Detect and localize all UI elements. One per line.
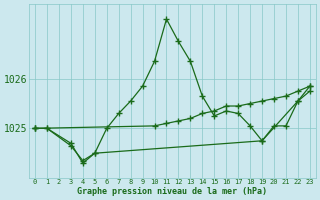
X-axis label: Graphe pression niveau de la mer (hPa): Graphe pression niveau de la mer (hPa): [77, 187, 268, 196]
